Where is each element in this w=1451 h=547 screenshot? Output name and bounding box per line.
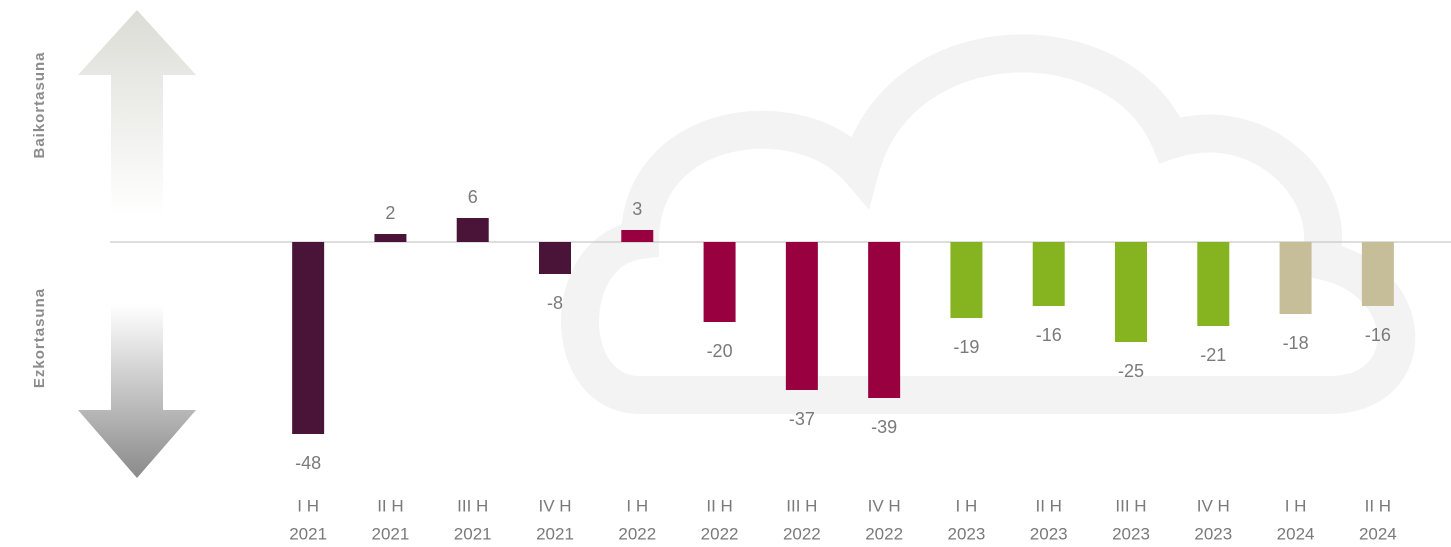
bar xyxy=(621,230,654,242)
cloud-watermark xyxy=(561,34,1416,414)
x-tick-label: 2023 xyxy=(1194,524,1232,543)
value-label: -37 xyxy=(789,409,815,429)
x-tick-label: II H xyxy=(1035,496,1061,515)
side-label-positive: Baikortasuna xyxy=(31,51,48,158)
x-tick-label: 2022 xyxy=(783,524,821,543)
x-tick-label: 2023 xyxy=(948,524,986,543)
plot: I H 2021 -48 II H 2021 2 III H 2021 6 IV H 2021 -8 I… xyxy=(110,187,1451,543)
x-tick-label: 2022 xyxy=(618,524,656,543)
x-tick-label: II H xyxy=(1365,496,1391,515)
value-label: -39 xyxy=(871,417,897,437)
x-tick-label: IV H xyxy=(538,496,571,515)
x-tick-label: 2022 xyxy=(701,524,739,543)
bar xyxy=(539,242,571,274)
x-tick-label: 2021 xyxy=(454,524,492,543)
side-label-negative: Ezkortasuna xyxy=(31,288,48,388)
x-tick-label: III H xyxy=(457,496,488,515)
value-label: -16 xyxy=(1036,325,1062,345)
x-tick-label: 2021 xyxy=(536,524,574,543)
value-label: -16 xyxy=(1365,325,1391,345)
value-label: 3 xyxy=(632,199,642,219)
bar xyxy=(292,242,325,434)
x-tick-label: 2024 xyxy=(1359,524,1397,543)
value-label: 2 xyxy=(385,203,395,223)
x-tick-label: 2021 xyxy=(289,524,327,543)
bar xyxy=(456,218,489,242)
x-tick-label: III H xyxy=(786,496,817,515)
value-label: -18 xyxy=(1283,333,1309,353)
down-arrow xyxy=(78,305,196,478)
bar xyxy=(1115,242,1147,342)
bar xyxy=(1197,242,1230,326)
x-tick-label: 2022 xyxy=(865,524,903,543)
x-tick-label: II H xyxy=(377,496,403,515)
x-tick-label: I H xyxy=(1285,496,1307,515)
bar xyxy=(868,242,901,398)
value-label: -19 xyxy=(953,337,979,357)
bar xyxy=(374,234,407,242)
value-label: -20 xyxy=(707,341,733,361)
bar xyxy=(1279,242,1312,314)
x-tick-label: 2021 xyxy=(372,524,410,543)
value-label: 6 xyxy=(468,187,478,207)
x-tick-label: 2023 xyxy=(1030,524,1068,543)
bar xyxy=(1361,242,1394,306)
x-tick-label: I H xyxy=(626,496,648,515)
x-tick-label: 2024 xyxy=(1277,524,1315,543)
bar xyxy=(1032,242,1065,306)
x-tick-label: I H xyxy=(297,496,319,515)
x-tick-label: III H xyxy=(1115,496,1146,515)
x-tick-label: IV H xyxy=(868,496,901,515)
value-label: -21 xyxy=(1200,345,1226,365)
value-label: -8 xyxy=(547,293,563,313)
x-tick-label: I H xyxy=(956,496,978,515)
x-tick-label: II H xyxy=(706,496,732,515)
value-label: -25 xyxy=(1118,361,1144,381)
up-arrow xyxy=(78,10,196,215)
bar xyxy=(950,242,983,318)
x-tick-label: 2023 xyxy=(1112,524,1150,543)
bar xyxy=(703,242,736,322)
x-tick-label: IV H xyxy=(1197,496,1230,515)
value-label: -48 xyxy=(295,453,321,473)
bar xyxy=(785,242,818,390)
